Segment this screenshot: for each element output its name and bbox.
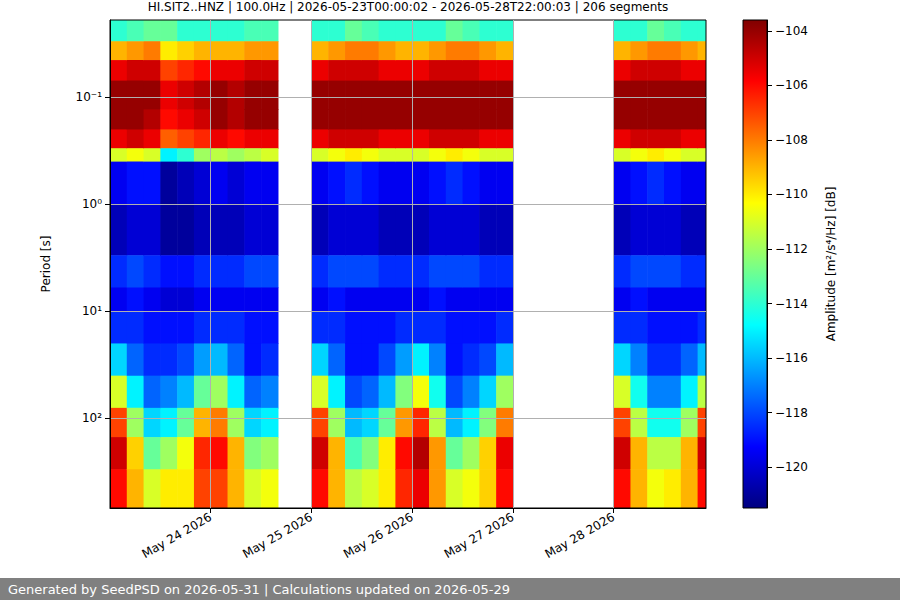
svg-text:−120: −120 — [775, 460, 808, 474]
svg-text:HI.SIT2..HNZ | 100.0Hz | 2026-: HI.SIT2..HNZ | 100.0Hz | 2026-05-23T00:0… — [148, 0, 669, 14]
svg-text:−118: −118 — [775, 406, 808, 420]
svg-text:−114: −114 — [775, 297, 808, 311]
svg-text:−108: −108 — [775, 133, 808, 147]
svg-text:10²: 10² — [82, 411, 102, 425]
svg-text:−116: −116 — [775, 351, 808, 365]
svg-text:10¹: 10¹ — [82, 304, 102, 318]
svg-text:10⁰: 10⁰ — [82, 197, 102, 211]
svg-text:May 25 2026: May 25 2026 — [240, 510, 315, 561]
svg-text:Period [s]: Period [s] — [39, 236, 53, 293]
svg-text:−106: −106 — [775, 78, 808, 92]
svg-text:May 24 2026: May 24 2026 — [140, 510, 215, 561]
svg-text:May 26 2026: May 26 2026 — [341, 510, 416, 561]
svg-text:Generated by SeedPSD on 2026-0: Generated by SeedPSD on 2026-05-31 | Cal… — [8, 582, 510, 597]
svg-text:May 27 2026: May 27 2026 — [442, 510, 517, 561]
svg-text:Amplitude [m²/s⁴/Hz] [dB]: Amplitude [m²/s⁴/Hz] [dB] — [824, 187, 838, 342]
svg-text:10⁻¹: 10⁻¹ — [76, 90, 103, 104]
svg-text:−112: −112 — [775, 242, 808, 256]
svg-text:−104: −104 — [775, 24, 808, 38]
svg-text:−110: −110 — [775, 187, 808, 201]
svg-text:May 28 2026: May 28 2026 — [542, 510, 617, 561]
